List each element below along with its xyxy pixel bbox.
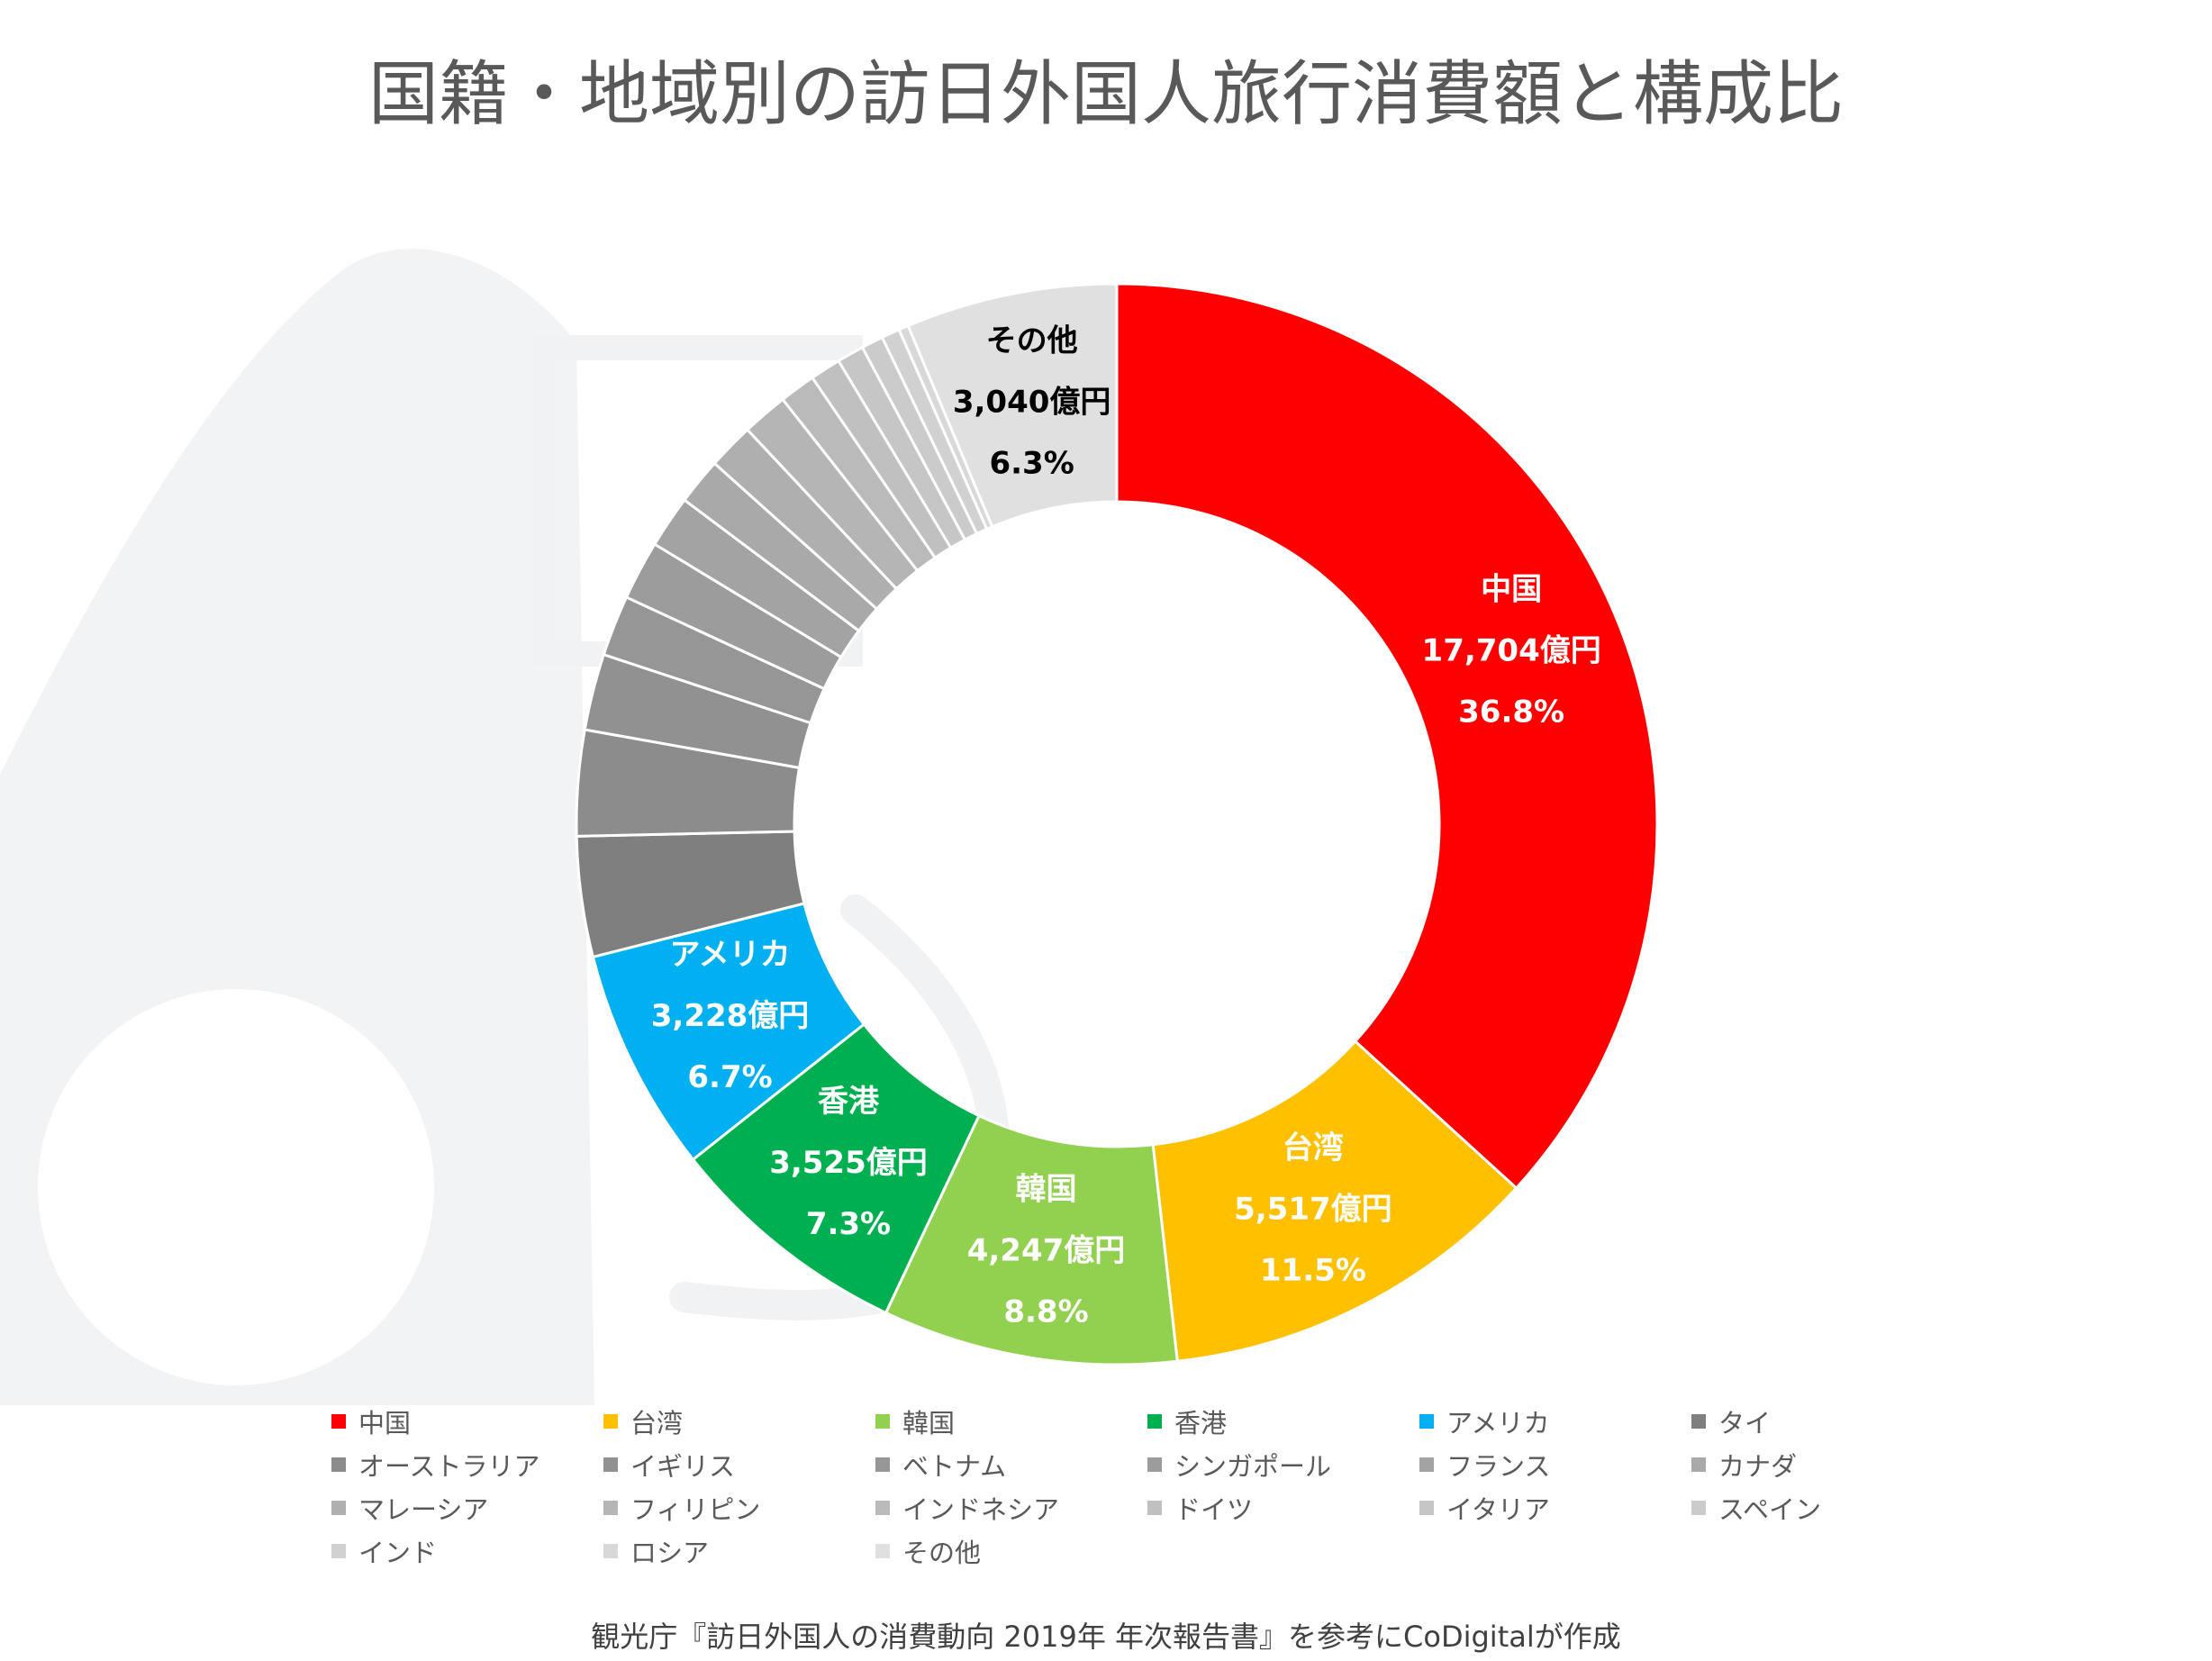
data-label-percent: 11.5% [1260,1253,1366,1289]
legend-item: アメリカ [1419,1407,1691,1439]
legend-item: フランス [1419,1450,1691,1482]
legend-label: イタリア [1446,1494,1550,1525]
data-label-name: 韓国 [1015,1172,1076,1208]
legend-item: イタリア [1419,1493,1691,1525]
legend-swatch [1691,1414,1706,1429]
legend-item: 台湾 [603,1407,875,1439]
legend-label: アメリカ [1446,1408,1550,1439]
legend-label: 中国 [358,1408,412,1439]
legend-swatch [1419,1457,1434,1472]
legend-swatch [603,1457,618,1472]
slice-labels: 中国 17,704億円 36.8% 台湾 5,517億円 11.5% 韓国 4,247億円 8.… [651,322,1601,1330]
data-label-value: 17,704億円 [1422,632,1601,668]
legend-swatch [1419,1501,1434,1515]
legend-item: スペイン [1691,1493,1963,1525]
data-label-percent: 6.7% [687,1059,772,1095]
legend-label: ベトナム [902,1451,1007,1482]
data-label-value: 3,525億円 [769,1145,928,1181]
legend-swatch [1147,1501,1162,1515]
legend-swatch [331,1501,346,1515]
source-note: 観光庁『訪日外国人の消費動向 2019年 年次報告書』を参考にCoDigital… [591,1620,1621,1654]
data-label-name: 香港 [818,1084,880,1120]
legend-label: オーストラリア [358,1451,540,1482]
legend-item: ドイツ [1147,1493,1419,1525]
legend-item: フィリピン [603,1493,875,1525]
donut-slices [575,282,1659,1366]
bg-circle-shape [38,989,434,1385]
legend-swatch [1691,1501,1706,1515]
legend-swatch [875,1501,890,1515]
legend-swatch [603,1414,618,1429]
legend-label: イギリス [630,1451,736,1482]
legend-label: シンガポール [1174,1451,1332,1482]
legend-label: スペイン [1718,1494,1821,1525]
legend-item: 中国 [331,1407,603,1439]
legend-swatch [331,1544,346,1558]
legend-swatch [1419,1414,1434,1429]
data-label-value: 3,040億円 [953,384,1111,420]
legend-label: ドイツ [1174,1494,1254,1525]
legend-label: 韓国 [902,1408,956,1439]
data-label-name: 中国 [1481,571,1542,607]
slice-中国 [1115,282,1659,1191]
legend: 中国 台湾 韓国 香港 アメリカ タイオーストラリア イギリス ベトナム シンガポール フランス カ… [331,1407,1953,1568]
legend-label: タイ [1718,1408,1772,1439]
data-label-percent: 8.8% [1003,1294,1088,1330]
legend-swatch [1147,1414,1162,1429]
legend-item: オーストラリア [331,1450,603,1482]
data-label-percent: 36.8% [1458,694,1564,730]
legend-label: フィリピン [630,1494,761,1525]
legend-item: インドネシア [875,1493,1147,1525]
legend-item: イギリス [603,1450,875,1482]
legend-item: カナダ [1691,1450,1963,1482]
legend-swatch [1147,1457,1162,1472]
legend-item: マレーシア [331,1493,603,1525]
legend-label: マレーシア [358,1494,489,1525]
slice-その他 [906,282,1119,529]
legend-label: カナダ [1718,1451,1798,1482]
data-label-name: アメリカ [669,937,790,973]
legend-label: フランス [1446,1451,1551,1482]
data-label-value: 5,517億円 [1234,1192,1392,1228]
data-label-台湾: 台湾 5,517億円 11.5% [1234,1130,1392,1289]
legend-item: タイ [1691,1407,1963,1439]
legend-item: ロシア [603,1537,875,1568]
legend-item: インド [331,1537,603,1568]
data-label-香港: 香港 3,525億円 7.3% [769,1084,928,1242]
legend-label: インド [358,1538,438,1568]
legend-swatch [875,1414,890,1429]
legend-label: その他 [902,1538,982,1568]
legend-swatch [603,1501,618,1515]
data-label-韓国: 韓国 4,247億円 8.8% [967,1172,1126,1330]
legend-label: インドネシア [902,1494,1060,1525]
legend-swatch [1691,1457,1706,1472]
data-label-中国: 中国 17,704億円 36.8% [1422,571,1601,730]
legend-swatch [603,1544,618,1558]
data-label-その他: その他 3,040億円 6.3% [953,322,1111,481]
legend-label: 台湾 [630,1408,684,1439]
data-label-name: 台湾 [1283,1130,1344,1166]
data-label-value: 4,247億円 [967,1233,1126,1269]
legend-swatch [331,1457,346,1472]
legend-item: 韓国 [875,1407,1147,1439]
legend-swatch [875,1457,890,1472]
legend-swatch [331,1414,346,1429]
data-label-name: その他 [986,322,1078,359]
data-label-percent: 6.3% [989,445,1074,481]
legend-label: 香港 [1174,1408,1228,1439]
legend-label: ロシア [630,1538,710,1568]
legend-item: ベトナム [875,1450,1147,1482]
data-label-percent: 7.3% [806,1206,891,1242]
legend-swatch [875,1544,890,1558]
legend-item: その他 [875,1537,1147,1568]
data-label-value: 3,228億円 [651,998,810,1034]
legend-item: 香港 [1147,1407,1419,1439]
slice-台湾 [1151,1039,1518,1363]
data-label-アメリカ: アメリカ 3,228億円 6.7% [651,937,810,1095]
chart-title: 国籍・地域別の訪日外国人旅行消費額と構成比 [367,54,1844,135]
legend-item: シンガポール [1147,1450,1419,1482]
